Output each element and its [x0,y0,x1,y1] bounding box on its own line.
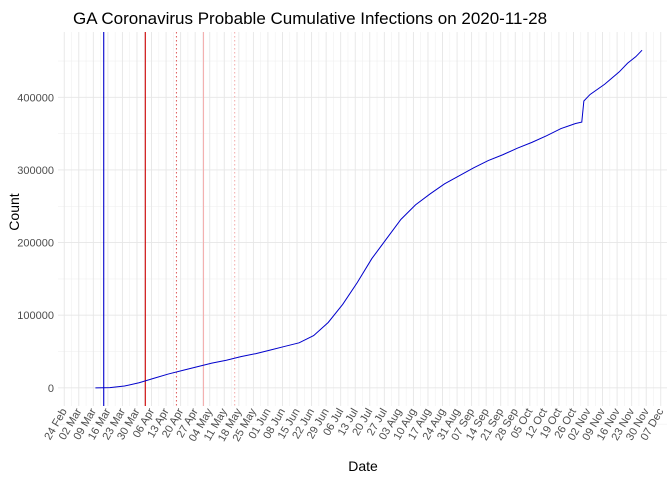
y-tick-label: 300000 [17,165,54,177]
chart-title: GA Coronavirus Probable Cumulative Infec… [73,9,547,28]
reference-lines [103,32,236,406]
y-axis-ticks: 0 100000 200000 300000 400000 [17,92,54,394]
data-series [95,49,643,389]
y-tick-label: 100000 [17,310,54,322]
y-axis-title: Count [6,193,22,230]
plot-grid [58,32,667,425]
x-axis-title: Date [348,458,378,474]
series-line [95,49,643,389]
y-tick-label: 400000 [17,92,54,104]
y-tick-label: 200000 [17,238,54,250]
y-tick-label: 0 [48,383,54,395]
